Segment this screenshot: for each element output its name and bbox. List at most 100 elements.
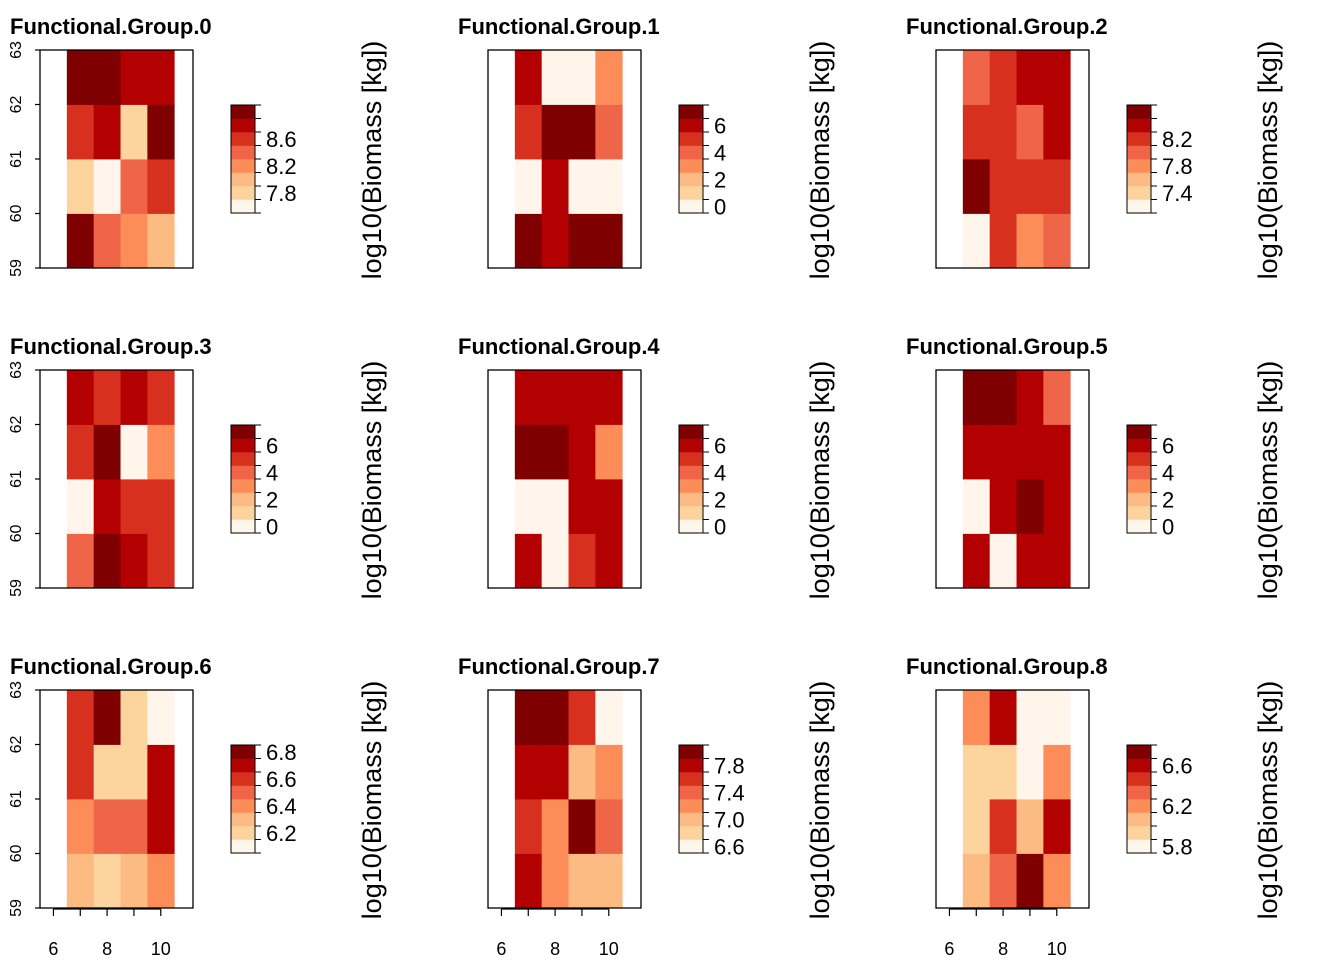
legend-tick-label: 6 [266,433,278,458]
heat-cell-r3-c1 [541,690,569,745]
heat-cell-r1-c1 [541,159,569,214]
legend-tick-label: 6.6 [266,767,297,792]
legend-swatch [231,772,255,786]
legend-tick-label: 6.6 [714,834,745,859]
heat-cell-r1-c0 [66,159,95,214]
heat-cell-r3-c2 [1016,370,1044,425]
legend-swatch [231,812,255,827]
legend-swatch [679,465,703,480]
legend-swatch [1127,465,1151,480]
legend-swatch [679,826,703,840]
y-tick-label: 60 [8,525,25,543]
heat-cell-r0-c1 [93,213,121,269]
heat-cell-r3-c3 [1043,50,1071,105]
heat-cell-r0-c3 [595,853,623,909]
legend-swatch [231,519,255,534]
heat-cell-r2-c0 [66,424,95,480]
legend-swatch [231,826,255,840]
heat-cell-r1-c3 [595,159,623,214]
legend-swatch [1127,438,1151,453]
panel-title: Functional.Group.4 [458,334,660,359]
heat-cell-r2-c2 [1016,104,1044,160]
legend-tick-label: 8.2 [1162,127,1193,152]
heat-cell-r1-c1 [989,479,1017,534]
legend-tick-label: 7.8 [714,753,745,778]
legend-swatch [679,812,703,827]
legend-tick-label: 4 [714,140,726,165]
legend-swatch [1127,492,1151,507]
legend-swatch [1127,785,1151,800]
legend-tick-label: 2 [266,487,278,512]
heat-cell-r3-c3 [1043,690,1071,745]
heat-cell-r2-c3 [1043,424,1071,480]
legend-swatch [1127,479,1151,493]
heat-cell-r3-c1 [989,50,1017,105]
panel-title: Functional.Group.0 [10,14,212,39]
heat-cell-r0-c0 [514,533,543,589]
heat-cell-r2-c3 [1043,104,1071,160]
heat-cell-r1-c1 [541,479,569,534]
heat-cell-r2-c1 [989,424,1017,480]
heat-cell-r2-c0 [962,104,991,160]
legend-tick-label: 0 [266,514,278,539]
heat-cell-r1-c0 [962,159,991,214]
heat-cell-r2-c2 [120,104,148,160]
legend-swatch [679,452,703,466]
legend-tick-label: 8.6 [266,127,297,152]
heat-cell-r1-c3 [1043,799,1071,854]
y-tick-label: 62 [8,96,25,114]
heat-cell-r3-c0 [514,370,543,425]
heat-cell-r0-c1 [989,853,1017,909]
heat-cell-r3-c1 [541,50,569,105]
heat-cell-r2-c3 [147,424,175,480]
heat-cell-r3-c0 [962,50,991,105]
legend-tick-label: 8.2 [266,154,297,179]
legend-swatch [231,132,255,146]
legend-swatch [231,758,255,773]
heat-cell-r1-c2 [1016,799,1044,854]
heat-cell-r0-c2 [120,213,148,269]
heat-cell-r2-c0 [514,744,543,800]
heat-cell-r2-c3 [595,744,623,800]
legend-swatch [1127,159,1151,173]
legend-swatch [679,479,703,493]
legend-swatch [231,492,255,507]
heat-cell-r0-c0 [66,853,95,909]
legend-swatch [679,745,703,759]
y-tick-label: 61 [8,150,25,168]
heat-cell-r3-c2 [1016,690,1044,745]
heat-cell-r0-c0 [962,533,991,589]
heat-cell-r3-c1 [989,690,1017,745]
legend-swatch [231,425,255,439]
heat-cell-r1-c0 [514,479,543,534]
legend-swatch [679,772,703,786]
legend-tick-label: 2 [714,167,726,192]
legend-swatch [231,785,255,800]
legend-swatch [231,172,255,187]
y-tick-label: 62 [8,416,25,434]
legend-swatch [1127,118,1151,133]
heat-cell-r1-c2 [568,479,596,534]
heat-cell-r3-c2 [1016,50,1044,105]
legend-swatch [679,105,703,119]
heat-cell-r2-c1 [93,104,121,160]
y-tick-label: 60 [8,845,25,863]
heat-cell-r3-c1 [93,690,121,745]
legend-axis-label: log10(Biomass [kg]) [1253,681,1283,920]
heat-cell-r2-c1 [93,744,121,800]
heat-cell-r0-c3 [595,213,623,269]
legend-swatch [1127,132,1151,146]
legend-swatch [1127,772,1151,786]
legend-swatch [1127,506,1151,520]
heat-cell-r0-c0 [962,213,991,269]
heat-cell-r0-c3 [1043,213,1071,269]
legend-swatch [679,118,703,133]
heat-cell-r2-c0 [962,424,991,480]
x-tick-label: 6 [496,939,506,959]
heat-cell-r1-c2 [568,159,596,214]
legend-tick-label: 7.0 [714,807,745,832]
legend-tick-label: 6.2 [266,821,297,846]
heat-cell-r2-c2 [120,744,148,800]
legend-swatch [231,506,255,520]
